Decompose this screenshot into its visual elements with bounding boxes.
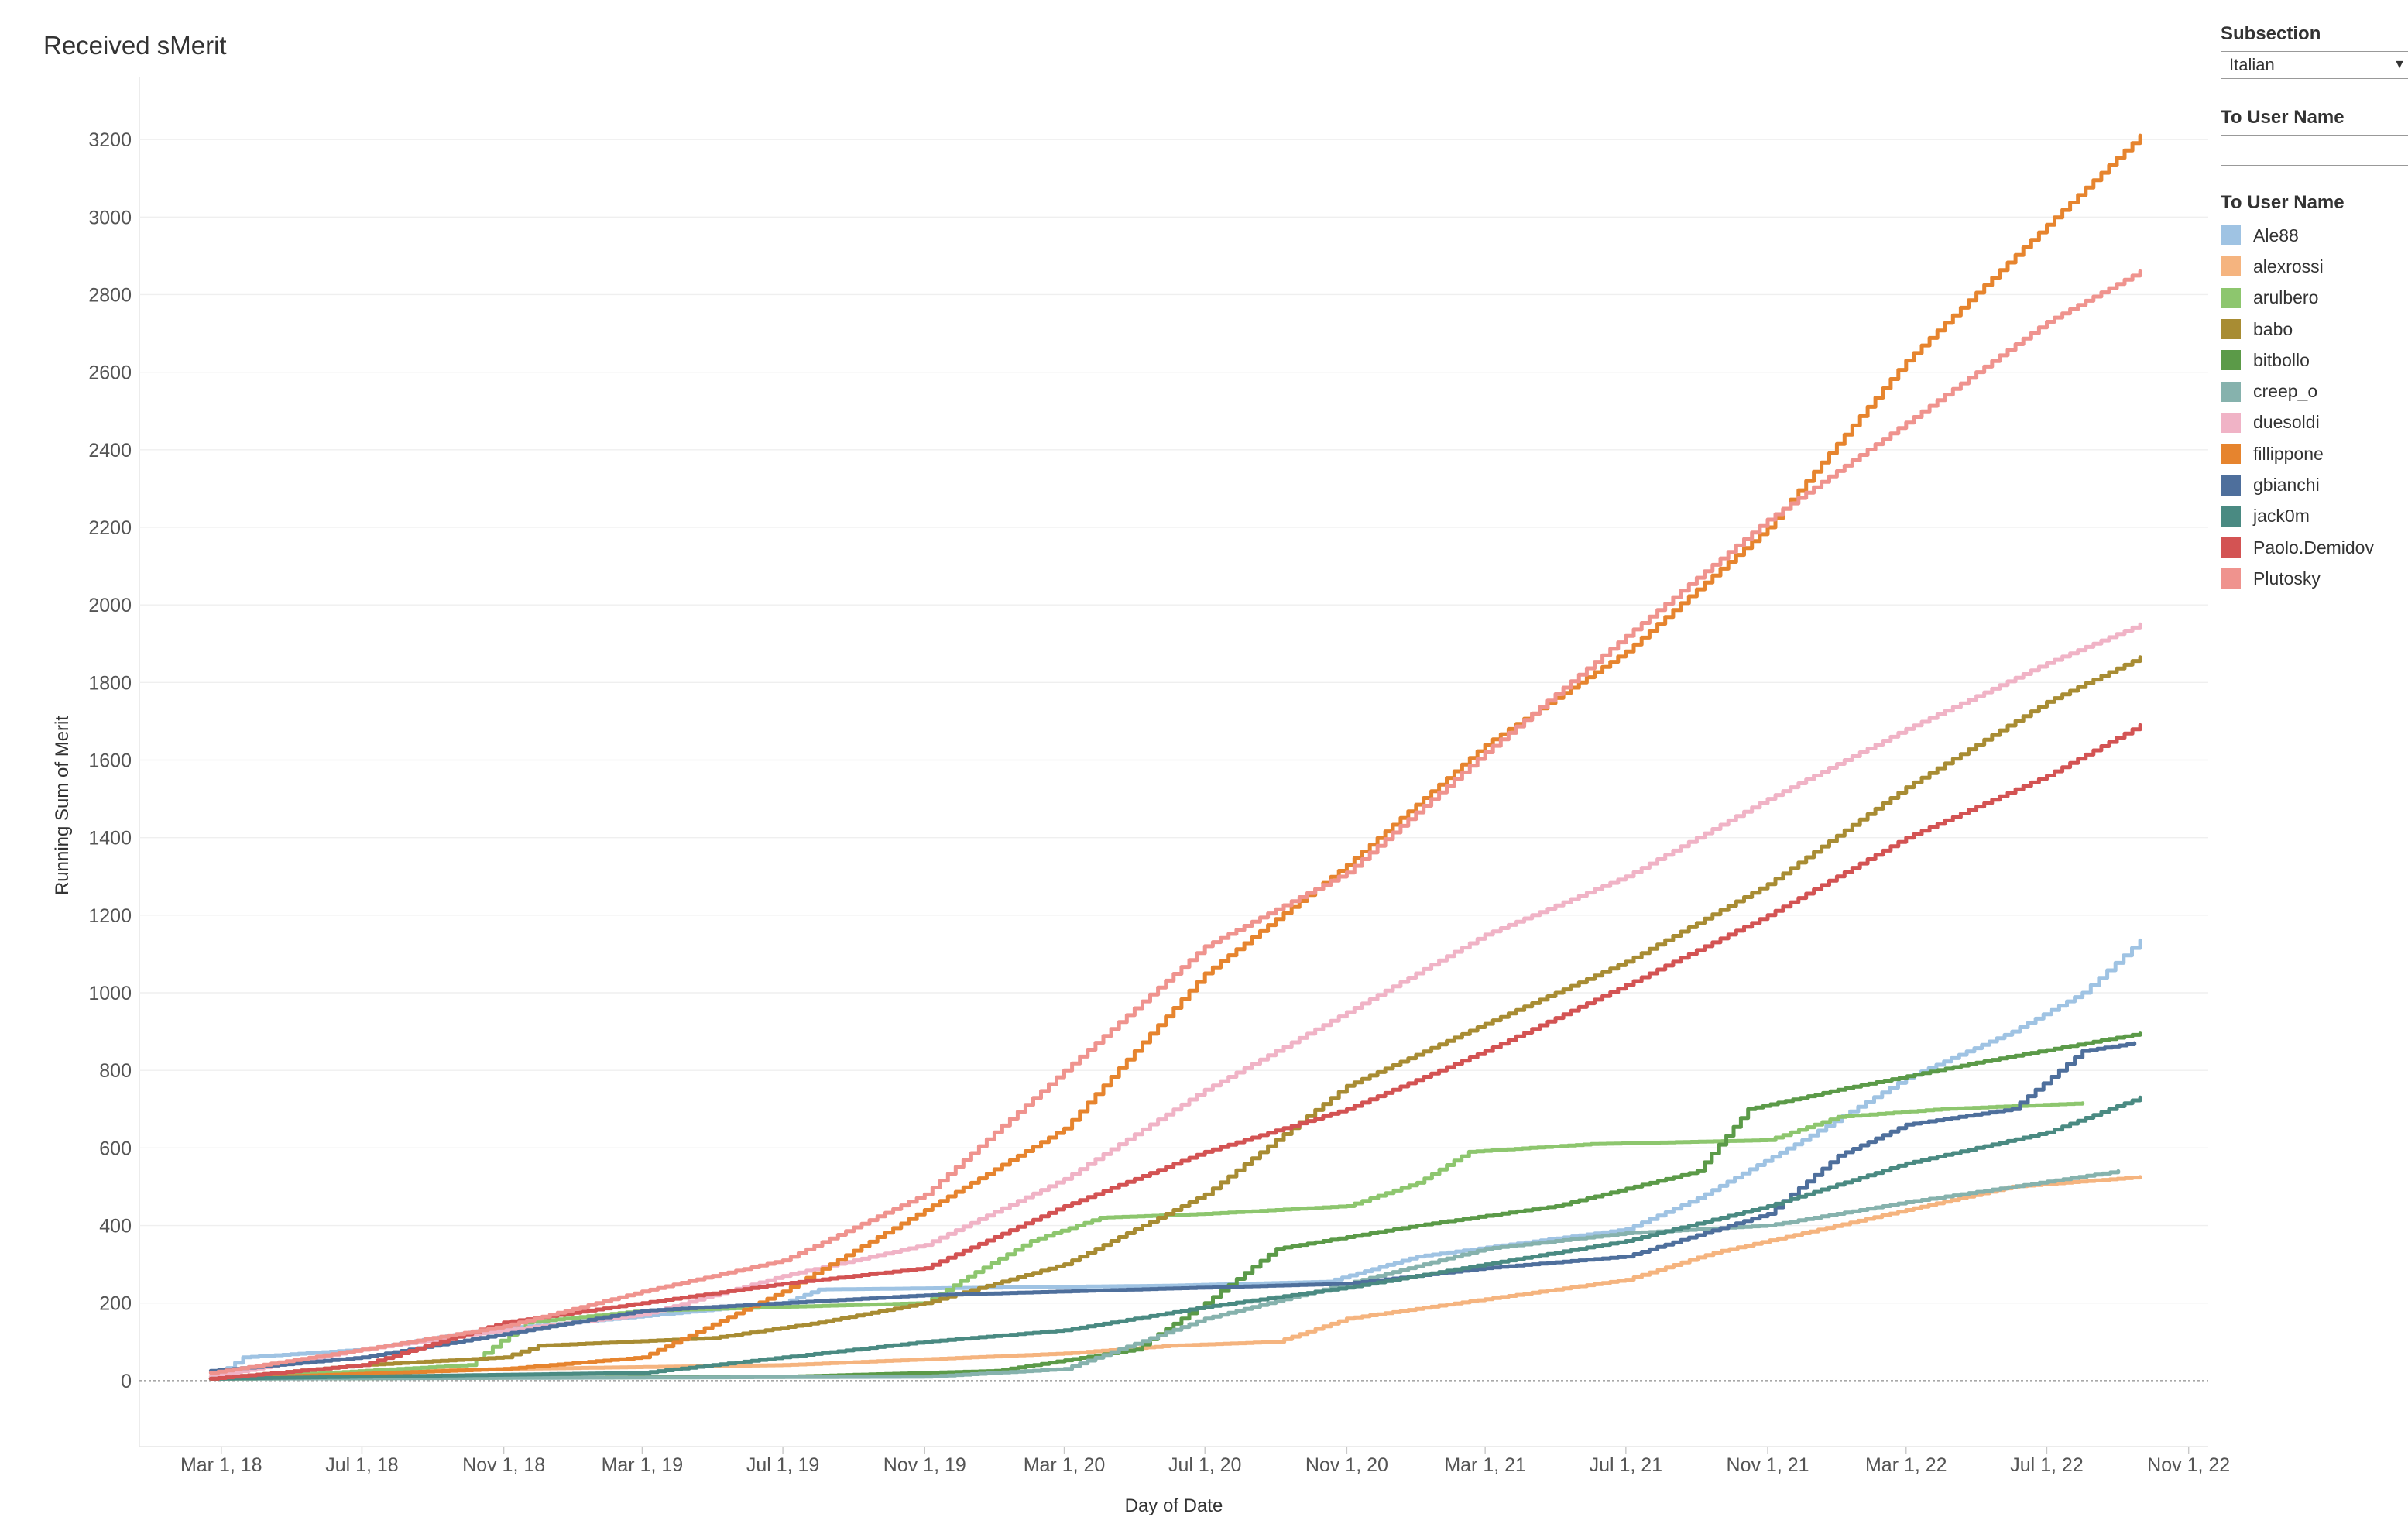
- y-tick-label: 1000: [88, 983, 132, 1004]
- series-line-babo: [208, 655, 2142, 1381]
- y-axis-ticks: 0 200 400 600 800 1000 1200 1400 1600 1800 2000 220…: [88, 129, 132, 1392]
- series-line-paolo-demidov: [208, 723, 2142, 1381]
- legend-swatch: [2221, 444, 2241, 465]
- chart-title: Received sMerit: [43, 31, 227, 60]
- legend-label: creep_o: [2253, 381, 2318, 402]
- x-tick-label: Nov 1, 22: [2147, 1454, 2230, 1476]
- x-tick-label: Jul 1, 19: [746, 1454, 820, 1476]
- y-tick-label: 600: [99, 1138, 132, 1159]
- series-lines: [208, 133, 2142, 1381]
- y-tick-label: 1800: [88, 672, 132, 694]
- legend-title: To User Name: [2221, 192, 2345, 213]
- legend-item-fillippone[interactable]: fillippone: [2221, 438, 2406, 469]
- legend-label: alexrossi: [2253, 256, 2324, 276]
- x-tick-label: Jul 1, 21: [1590, 1454, 1663, 1476]
- subsection-dropdown[interactable]: Italian ▼: [2221, 51, 2408, 79]
- x-tick-label: Nov 1, 18: [462, 1454, 545, 1476]
- x-tick-label: Jul 1, 18: [325, 1454, 399, 1476]
- y-tick-label: 2000: [88, 595, 132, 616]
- legend-item-alexrossi[interactable]: alexrossi: [2221, 251, 2406, 282]
- series-line-gbianchi: [208, 1041, 2137, 1373]
- x-tick-label: Mar 1, 19: [602, 1454, 684, 1476]
- y-tick-label: 2400: [88, 440, 132, 462]
- y-tick-label: 1200: [88, 905, 132, 927]
- legend-item-plutosky[interactable]: Plutosky: [2221, 563, 2406, 594]
- legend-label: gbianchi: [2253, 475, 2320, 496]
- series-line-plutosky: [208, 269, 2142, 1375]
- x-tick-label: Mar 1, 20: [1024, 1454, 1106, 1476]
- legend-swatch: [2221, 287, 2241, 308]
- y-tick-label: 0: [121, 1371, 132, 1392]
- series-line-jack0m: [208, 1095, 2142, 1381]
- legend-label: bitbollo: [2253, 349, 2310, 370]
- legend-label: fillippone: [2253, 443, 2324, 464]
- subsection-value: Italian: [2229, 55, 2275, 74]
- legend-swatch: [2221, 568, 2241, 589]
- legend-swatch: [2221, 506, 2241, 527]
- x-tick-label: Mar 1, 22: [1865, 1454, 1947, 1476]
- legend-swatch: [2221, 412, 2241, 433]
- legend-swatch: [2221, 350, 2241, 371]
- legend-item-babo[interactable]: babo: [2221, 314, 2406, 345]
- y-tick-label: 400: [99, 1216, 132, 1237]
- y-tick-label: 1400: [88, 828, 132, 850]
- x-tick-label: Jul 1, 20: [1168, 1454, 1242, 1476]
- legend-item-arulbero[interactable]: arulbero: [2221, 283, 2406, 314]
- x-tick-label: Mar 1, 18: [180, 1454, 262, 1476]
- y-tick-label: 2800: [88, 284, 132, 306]
- legend-swatch: [2221, 381, 2241, 402]
- gridlines: [139, 77, 2208, 1447]
- legend-swatch: [2221, 319, 2241, 340]
- series-line-fillippone: [208, 133, 2142, 1381]
- y-tick-label: 2600: [88, 362, 132, 384]
- legend-label: babo: [2253, 318, 2293, 339]
- x-tick-label: Nov 1, 21: [1727, 1454, 1809, 1476]
- legend-item-jack0m[interactable]: jack0m: [2221, 501, 2406, 532]
- x-axis-ticks: Mar 1, 18 Jul 1, 18 Nov 1, 18 Mar 1, 19 Jul …: [180, 1447, 2230, 1476]
- x-tick-label: Mar 1, 21: [1444, 1454, 1526, 1476]
- legend-label: jack0m: [2253, 506, 2310, 527]
- x-tick-label: Nov 1, 20: [1305, 1454, 1388, 1476]
- series-line-duesoldi: [208, 622, 2142, 1379]
- legend-item-bitbollo[interactable]: bitbollo: [2221, 345, 2406, 376]
- legend-label: duesoldi: [2253, 412, 2320, 433]
- subsection-label: Subsection: [2221, 23, 2321, 44]
- legend: Ale88 alexrossi arulbero babo bitbollo creep_…: [2221, 220, 2406, 595]
- x-axis-title: Day of Date: [1125, 1495, 1223, 1516]
- legend-swatch: [2221, 475, 2241, 496]
- y-tick-label: 1600: [88, 750, 132, 771]
- y-tick-label: 200: [99, 1293, 132, 1315]
- legend-item-gbianchi[interactable]: gbianchi: [2221, 469, 2406, 500]
- user-filter-label: To User Name: [2221, 107, 2345, 128]
- legend-swatch: [2221, 225, 2241, 246]
- legend-label: Ale88: [2253, 225, 2299, 245]
- legend-label: Paolo.Demidov: [2253, 537, 2374, 558]
- legend-swatch: [2221, 256, 2241, 277]
- y-tick-label: 800: [99, 1060, 132, 1082]
- x-tick-label: Nov 1, 19: [883, 1454, 966, 1476]
- legend-swatch: [2221, 537, 2241, 558]
- y-tick-label: 3200: [88, 129, 132, 151]
- legend-item-creep-o[interactable]: creep_o: [2221, 376, 2406, 407]
- legend-item-ale88[interactable]: Ale88: [2221, 220, 2406, 251]
- y-axis-title: Running Sum of Merit: [52, 716, 73, 895]
- legend-label: arulbero: [2253, 287, 2319, 308]
- y-tick-label: 2200: [88, 517, 132, 539]
- x-tick-label: Jul 1, 22: [2010, 1454, 2084, 1476]
- legend-label: Plutosky: [2253, 568, 2321, 589]
- user-name-input[interactable]: [2221, 135, 2408, 166]
- legend-item-duesoldi[interactable]: duesoldi: [2221, 407, 2406, 438]
- y-tick-label: 3000: [88, 207, 132, 228]
- filter-panel: Subsection Italian ▼ To User Name To Use…: [2221, 23, 2408, 595]
- chevron-down-icon: ▼: [2393, 58, 2406, 71]
- legend-item-paolo-demidov[interactable]: Paolo.Demidov: [2221, 532, 2406, 563]
